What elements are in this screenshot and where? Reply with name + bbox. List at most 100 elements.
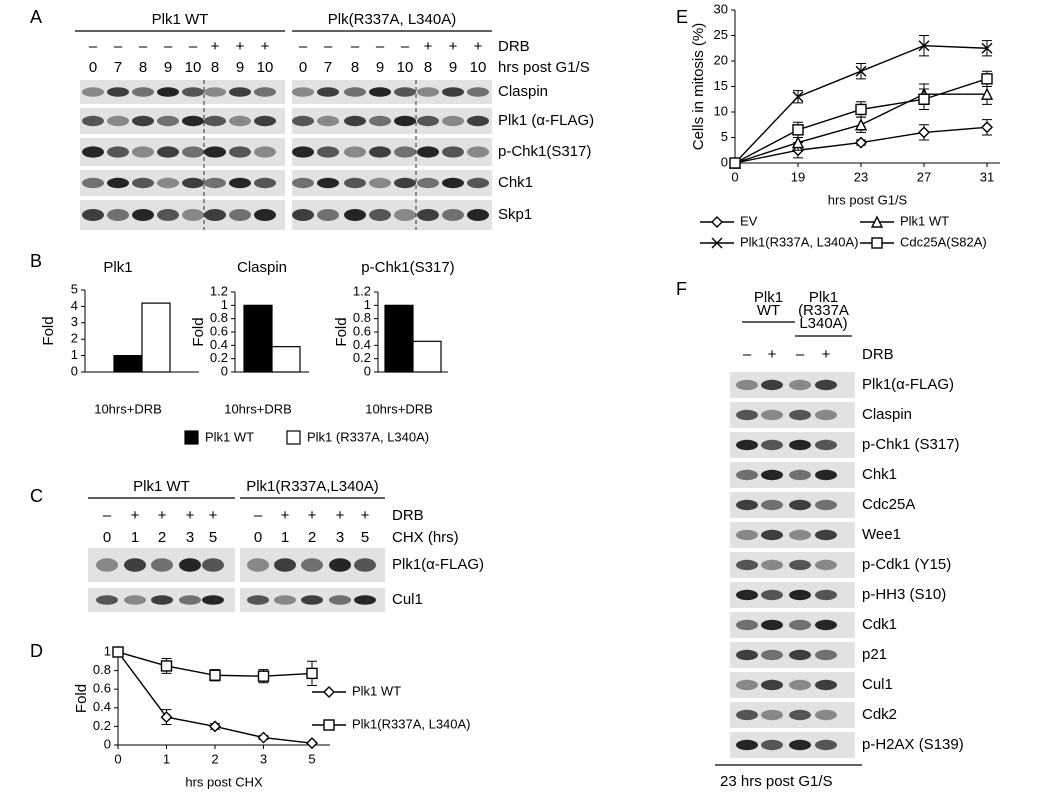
blot-band: [394, 177, 416, 189]
x-tick-label: 3: [260, 751, 267, 766]
blot-band: [736, 649, 758, 661]
blot-band: [157, 87, 179, 97]
blot-band: [157, 146, 179, 158]
lane-label: +: [211, 38, 220, 55]
blot-band: [761, 679, 783, 691]
legend-marker: [871, 237, 883, 249]
band-label: Plk1(α-FLAG): [392, 556, 484, 573]
band-label: p-HH3 (S10): [862, 586, 946, 603]
y-tick-label: 0: [364, 363, 371, 378]
y-tick-label: 2: [71, 331, 78, 346]
lane-label: 0: [254, 529, 262, 546]
blot-band: [736, 739, 758, 751]
bar: [113, 355, 143, 373]
y-tick-label: 3: [71, 314, 78, 329]
marker: [209, 669, 221, 681]
band-label: Chk1: [498, 174, 533, 191]
blot-band: [789, 649, 811, 661]
blot-band: [789, 499, 811, 511]
blot-band: [467, 209, 489, 221]
blot-band: [761, 529, 783, 541]
blot-band: [229, 177, 251, 189]
marker: [160, 660, 173, 672]
lane-label: 10: [185, 59, 202, 76]
marker: [918, 93, 930, 105]
legend-marker: [870, 215, 884, 228]
lane-label: 10: [470, 59, 487, 76]
marker: [981, 42, 993, 54]
band-label: Wee1: [862, 526, 901, 543]
group-label: L340A): [799, 315, 847, 332]
band-label: Cdk2: [862, 706, 897, 723]
footer-label: 23 hrs post G1/S: [720, 773, 833, 790]
blot-band: [179, 558, 201, 572]
blot-strip: [292, 108, 492, 134]
blot-band: [761, 379, 783, 391]
blot-band: [761, 739, 783, 751]
blot-band: [329, 558, 351, 572]
marker: [791, 136, 805, 149]
y-tick-label: 0.6: [210, 323, 228, 338]
blot-band: [247, 595, 269, 605]
band-label: Cul1: [862, 676, 893, 693]
blot-band: [442, 115, 464, 127]
y-tick-label: 5: [721, 129, 728, 144]
blot-band: [107, 177, 129, 189]
blot-band: [815, 529, 837, 541]
band-label: Claspin: [862, 406, 912, 423]
y-tick-label: 0.8: [353, 310, 371, 325]
lane-label: 1: [281, 529, 289, 546]
lane-label: –: [299, 38, 308, 55]
marker: [855, 103, 867, 116]
y-tick-label: 0.4: [353, 337, 371, 352]
lane-label: –: [139, 38, 148, 55]
y-tick-label: 30: [714, 1, 728, 16]
blot-band: [82, 177, 104, 189]
blot-band: [274, 558, 296, 572]
blot-band: [736, 709, 758, 721]
panel-label: F: [676, 279, 687, 299]
legend-label: Plk1 (R337A, L340A): [307, 429, 429, 444]
panel-label: C: [30, 486, 43, 506]
blot-band: [442, 87, 464, 97]
y-tick-label: 0: [71, 363, 78, 378]
blot-band: [815, 649, 837, 661]
marker: [792, 124, 804, 136]
band-label: Cul1: [392, 591, 423, 608]
y-tick-label: 0.4: [93, 699, 111, 714]
blot-band: [467, 115, 489, 127]
legend-label: Plk1 WT: [900, 213, 949, 228]
lane-label: 8: [211, 59, 219, 76]
blot-band: [761, 589, 783, 601]
lane-label: 3: [336, 529, 344, 546]
lane-label: –: [189, 38, 198, 55]
band-label: Plk1(α-FLAG): [862, 376, 954, 393]
blot-band: [254, 87, 276, 97]
lane-label: 2: [158, 529, 166, 546]
y-tick-label: 0.2: [93, 718, 111, 733]
panel-label: B: [30, 251, 42, 271]
y-tick-label: 0.8: [210, 310, 228, 325]
y-tick-label: 0.6: [353, 323, 371, 338]
blot-band: [107, 209, 129, 221]
lane-label: 9: [164, 59, 172, 76]
marker: [855, 65, 867, 77]
blot-band: [132, 146, 154, 158]
lane-label: 0: [103, 529, 111, 546]
group-label: Plk1: [809, 289, 838, 306]
blot-band: [394, 209, 416, 221]
x-tick-label: 31: [980, 169, 994, 184]
blot-band: [204, 209, 226, 221]
blot-band: [736, 529, 758, 541]
blot-band: [761, 559, 783, 571]
blot-band: [317, 177, 339, 189]
blot-band: [344, 146, 366, 158]
lane-label: +: [768, 346, 777, 363]
blot-band: [761, 469, 783, 481]
band-label: p21: [862, 646, 887, 663]
blot-band: [292, 87, 314, 97]
lane-label: 7: [324, 59, 332, 76]
blot-band: [254, 115, 276, 127]
blot-band: [736, 469, 758, 481]
blot-band: [344, 115, 366, 127]
